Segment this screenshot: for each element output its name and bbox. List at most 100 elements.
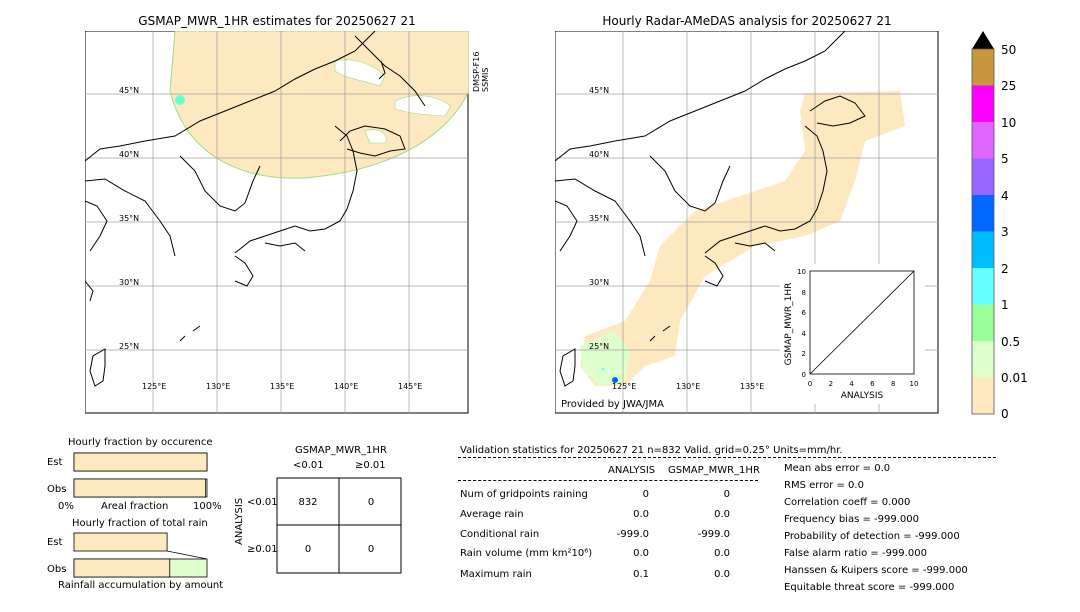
colorbar: 50 25 10 5 4 3 2 1 0.5 0.01 0 xyxy=(971,31,1028,418)
diagonal-line xyxy=(809,270,915,375)
stat-analysis: 0.0 xyxy=(633,548,649,559)
row-label-obs: Obs xyxy=(47,564,67,575)
swath-region xyxy=(169,31,469,179)
colorbar-label: 5 xyxy=(1001,152,1009,166)
colorbar-swatch xyxy=(972,341,994,378)
stat-label: Num of gridpoints raining xyxy=(460,489,588,500)
left-lat-label: 40°N xyxy=(119,150,139,159)
left-lat-label: 45°N xyxy=(119,86,139,95)
stat-gsmap: 0.0 xyxy=(714,569,730,580)
score-line: Correlation coeff = 0.000 xyxy=(784,497,911,508)
data-credit: Provided by JWA/JMA xyxy=(561,399,664,410)
obs-bar xyxy=(73,558,171,578)
right-lat-label: 30°N xyxy=(589,278,609,287)
colorbar-swatch xyxy=(972,49,994,86)
score-line: Frequency bias = -999.000 xyxy=(784,514,919,525)
est-bar xyxy=(73,452,208,472)
axis-left-label: 0% xyxy=(58,501,74,512)
colorbar-label: 1 xyxy=(1001,298,1009,312)
right-lon-label: 130°E xyxy=(676,382,700,391)
colorbar-label: 2 xyxy=(1001,262,1009,276)
left-lat-label: 30°N xyxy=(119,278,139,287)
right-lat-label: 45°N xyxy=(589,86,609,95)
x-tick: 6 xyxy=(870,380,875,388)
rain-dot xyxy=(612,377,618,383)
colorbar-label: 10 xyxy=(1001,116,1016,130)
contingency-row-axis: ANALYSIS xyxy=(234,497,245,545)
score-line: Hanssen & Kuipers score = -999.000 xyxy=(784,565,968,576)
stat-analysis: 0 xyxy=(642,489,649,500)
colorbar-label: 25 xyxy=(1001,79,1016,93)
x-tick: 10 xyxy=(910,380,919,388)
y-tick: 8 xyxy=(802,289,806,297)
colorbar-swatch xyxy=(972,158,994,195)
row-label-obs: Obs xyxy=(47,484,67,495)
scatter-ylabel: GSMAP_MWR_1HR xyxy=(784,283,794,366)
left-lat-label: 35°N xyxy=(119,214,139,223)
row-label-est: Est xyxy=(47,537,63,548)
colorbar-label: 4 xyxy=(1001,189,1009,203)
left-lon-label: 135°E xyxy=(270,382,294,391)
row-label-est: Est xyxy=(47,457,63,468)
est-bar xyxy=(73,532,168,552)
colorbar-swatch xyxy=(972,195,994,232)
contingency-cell: 0 xyxy=(304,544,312,555)
right-lon-label: 125°E xyxy=(612,382,636,391)
fraction-occurrence-chart xyxy=(73,452,208,498)
stat-analysis: 0.0 xyxy=(633,509,649,520)
stat-label: Conditional rain xyxy=(460,529,540,540)
left-map: 45°N 40°N 35°N 30°N 25°N 125°E 130°E 135… xyxy=(85,31,469,414)
y-tick: 2 xyxy=(802,350,806,358)
score-line: RMS error = 0.0 xyxy=(784,480,864,491)
colorbar-swatch xyxy=(972,268,994,305)
coverage-region xyxy=(580,91,905,386)
left-map-title: GSMAP_MWR_1HR estimates for 20250627 21 xyxy=(138,14,416,28)
fraction-total-footer: Rainfall accumulation by amount xyxy=(58,580,224,591)
y-tick: 10 xyxy=(797,268,806,276)
x-tick: 4 xyxy=(849,380,854,388)
contingency-grid xyxy=(276,477,402,574)
right-coastline xyxy=(555,31,866,387)
y-tick: 4 xyxy=(802,330,807,338)
colorbar-label: 0.01 xyxy=(1001,371,1028,385)
colorbar-swatch xyxy=(972,304,994,341)
contingency-title: GSMAP_MWR_1HR xyxy=(295,445,387,456)
y-tick: 6 xyxy=(802,309,807,317)
stat-gsmap: 0.0 xyxy=(714,548,730,559)
stat-gsmap: 0.0 xyxy=(714,509,730,520)
scatter-xlabel: ANALYSIS xyxy=(841,391,884,401)
stat-gsmap: 0 xyxy=(723,489,730,500)
x-tick: 8 xyxy=(891,380,895,388)
colorbar-swatch xyxy=(972,122,994,159)
x-tick: 2 xyxy=(829,380,833,388)
contingency-col-label: ≥0.01 xyxy=(355,460,386,471)
contingency-cell: 0 xyxy=(367,544,375,555)
colorbar-extend-arrow xyxy=(972,31,994,49)
rain-dot xyxy=(175,95,185,105)
left-lon-label: 140°E xyxy=(334,382,358,391)
score-line: False alarm ratio = -999.000 xyxy=(784,548,927,559)
colorbar-label: 0.5 xyxy=(1001,335,1020,349)
fraction-occurrence-title: Hourly fraction by occurence xyxy=(68,437,213,448)
y-tick: 0 xyxy=(802,371,806,379)
left-coastline xyxy=(85,31,426,387)
left-map-grid xyxy=(85,31,468,413)
contingency-cell: 0 xyxy=(367,497,375,508)
x-tick: 0 xyxy=(808,380,812,388)
contingency-row-label: ≥0.01 xyxy=(247,544,278,555)
scatter-inset: 0 2 4 6 8 10 0 2 4 6 8 10 ANALYSIS GSMAP… xyxy=(780,264,925,404)
contingency-cell: 832 xyxy=(298,497,318,508)
stat-label: Average rain xyxy=(460,509,524,520)
sensor-label: DMSP-F16 SSMIS xyxy=(472,51,490,92)
stat-label: Maximum rain xyxy=(460,569,532,580)
colorbar-swatch xyxy=(972,85,994,122)
right-lat-label: 25°N xyxy=(589,342,609,351)
left-lon-label: 125°E xyxy=(142,382,166,391)
obs-bar xyxy=(73,478,207,498)
validation-header-divider xyxy=(458,457,996,458)
right-lon-label: 135°E xyxy=(740,382,764,391)
score-line: Probability of detection = -999.000 xyxy=(784,531,960,542)
stat-gsmap: -999.0 xyxy=(697,529,730,540)
colorbar-label: 0 xyxy=(1001,407,1009,418)
stat-analysis: 0.1 xyxy=(633,569,649,580)
